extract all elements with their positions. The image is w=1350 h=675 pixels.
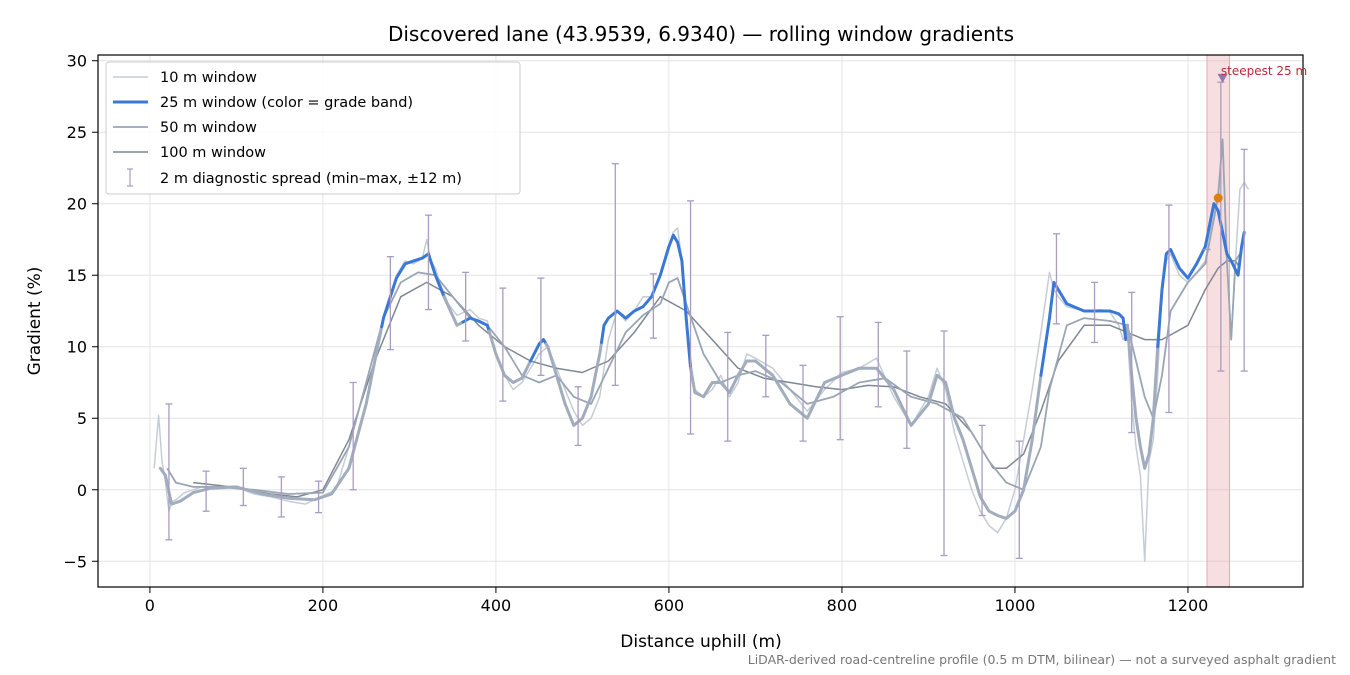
x-tick-label: 1000 [995, 596, 1036, 615]
legend-label-50m: 50 m window [160, 120, 257, 136]
errorbar [1240, 148, 1248, 372]
errorbar [1217, 81, 1225, 372]
steepest-annotation: steepest 25 m [1221, 64, 1307, 78]
x-tick-label: 0 [145, 596, 155, 615]
series-25m-segment [380, 252, 446, 329]
y-tick-label: 15 [67, 266, 87, 285]
y-tick-label: 25 [67, 123, 87, 142]
series-25m-segment [461, 316, 491, 333]
legend-label-100m: 100 m window [160, 145, 266, 161]
steepest-peak-point [1213, 193, 1223, 203]
errorbar [874, 321, 882, 408]
errorbar [315, 480, 323, 514]
y-tick-label: 20 [67, 195, 87, 214]
errorbar [1091, 281, 1099, 344]
steepest-highlight [1206, 54, 1230, 588]
errorbar [349, 381, 357, 491]
y-tick-label: 30 [67, 52, 87, 71]
errorbar [903, 350, 911, 449]
axis-ticks: 0 200 400 600 800 1000 1200 −5 0 5 10 15 20 25 30 [63, 52, 1208, 615]
errorbar [165, 403, 173, 541]
errorbar [574, 386, 582, 447]
steepest-span [1206, 54, 1230, 588]
series-25m-segment [544, 341, 603, 427]
legend-swatch-errorbar [127, 168, 133, 187]
errorbar [649, 273, 657, 339]
grid-lines [98, 55, 1303, 587]
errorbar [799, 364, 807, 442]
errorbar [202, 470, 210, 512]
series-25m-segment [1039, 280, 1129, 377]
y-tick-label: −5 [63, 552, 87, 571]
y-tick-label: 10 [67, 338, 87, 357]
y-tick-label: 5 [77, 409, 87, 428]
footnote: LiDAR-derived road-centreline profile (0… [748, 652, 1336, 667]
series-25m-segment [158, 325, 384, 506]
series-lines [153, 138, 1250, 563]
steepest-marker [1217, 73, 1228, 83]
errorbar [462, 271, 470, 342]
errorbar [424, 214, 432, 311]
errorbar [1128, 291, 1136, 434]
legend-label-errorbar: 2 m diagnostic spread (min–max, ±12 m) [160, 171, 462, 187]
series-100m-line [193, 260, 1241, 498]
chart-title: Discovered lane (43.9539, 6.9340) — roll… [388, 22, 1014, 46]
errorbar [724, 331, 732, 442]
errorbar [1052, 233, 1060, 325]
x-tick-label: 200 [308, 596, 339, 615]
legend-label-10m: 10 m window [160, 70, 257, 86]
errorbar [386, 255, 394, 351]
x-tick-label: 600 [654, 596, 685, 615]
errorbar [277, 476, 285, 518]
errorbar [1165, 204, 1173, 414]
series-25m-segment [600, 233, 693, 370]
legend-box [105, 61, 521, 195]
errorbar [687, 200, 695, 435]
errorbar [940, 330, 948, 557]
x-tick-label: 400 [481, 596, 512, 615]
markers [1213, 73, 1228, 203]
errorbar [836, 316, 844, 441]
y-tick-label: 0 [77, 481, 87, 500]
x-tick-label: 800 [827, 596, 858, 615]
legend-label-25m: 25 m window (color = grade band) [160, 95, 413, 111]
errorbar [762, 334, 770, 398]
errorbars [165, 81, 1248, 560]
errorbar [537, 277, 545, 376]
errorbar [611, 163, 619, 387]
series-25m-segment [689, 359, 1043, 520]
plot-frame [97, 54, 1304, 588]
series-25m-segment [442, 295, 465, 327]
series-25m-segment [487, 329, 532, 384]
errorbar [1015, 440, 1023, 560]
y-axis-label: Gradient (%) [25, 267, 45, 376]
errorbar [499, 287, 507, 402]
errorbar [978, 424, 986, 517]
legend: 10 m window 25 m window (color = grade b… [105, 61, 521, 195]
x-axis-label: Distance uphill (m) [620, 632, 781, 652]
series-25m-segment [1125, 323, 1160, 470]
errorbar [239, 467, 247, 507]
x-tick-label: 1200 [1168, 596, 1209, 615]
